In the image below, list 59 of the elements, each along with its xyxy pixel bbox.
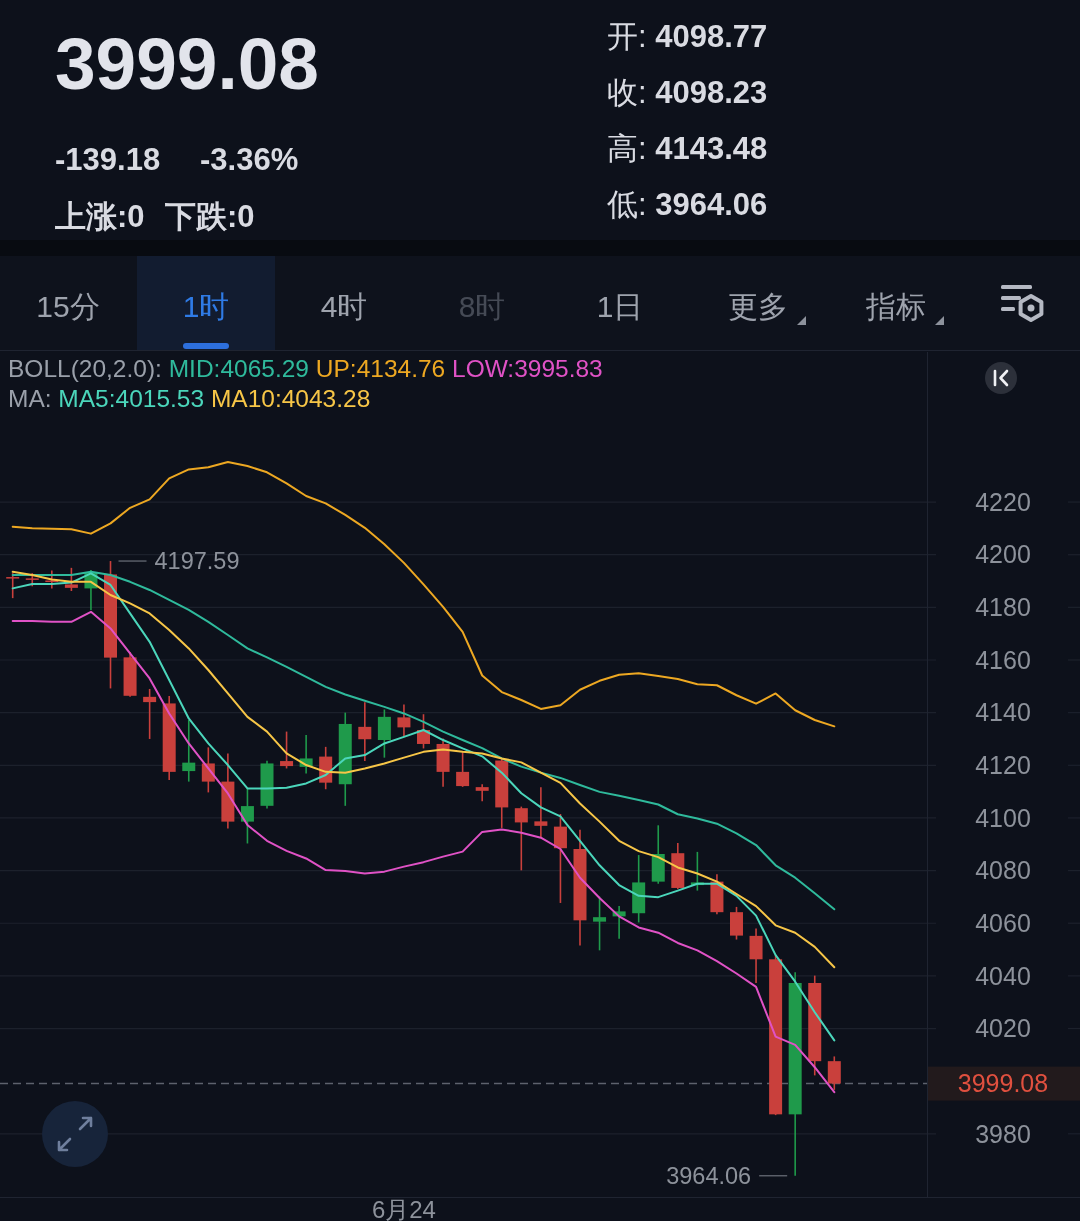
- candlestick: [475, 783, 489, 803]
- line-series: [11, 572, 836, 1042]
- text: MID:4065.29: [161, 355, 309, 382]
- candlestick: [397, 703, 411, 738]
- candlestick: [534, 786, 548, 839]
- text: 1日: [596, 290, 644, 323]
- x-tick-label: 6月24: [371, 1196, 436, 1221]
- candlestick: [358, 701, 372, 762]
- annotation: 4197.59: [154, 548, 240, 575]
- candlestick: [749, 927, 763, 984]
- y-tick-label: 4220: [975, 487, 1031, 516]
- candlestick: [143, 688, 157, 740]
- text: 上涨:0: [54, 199, 145, 234]
- y-tick-label: 4140: [975, 698, 1031, 727]
- candlestick: [729, 906, 743, 941]
- y-tick-label: 4020: [975, 1014, 1031, 1043]
- candlestick: [182, 719, 196, 783]
- candlestick: [456, 751, 470, 788]
- candlestick: [6, 572, 20, 599]
- annotation: 3964.06: [666, 1163, 752, 1190]
- text: LOW:3995.83: [445, 355, 603, 382]
- text: MA5:4015.53: [51, 385, 205, 412]
- y-tick-label: 4080: [975, 856, 1031, 885]
- text: 下跌:0: [164, 199, 255, 234]
- y-tick-label: 4200: [975, 540, 1031, 569]
- annotation: BOLL(20,2.0):: [8, 355, 162, 382]
- text: UP:4134.76: [308, 355, 446, 382]
- y-tick-label: 3980: [975, 1119, 1031, 1148]
- candlestick: [553, 813, 567, 904]
- y-tick-label: 4100: [975, 803, 1031, 832]
- candlestick: [240, 787, 254, 845]
- y-tick-label: 4040: [975, 961, 1031, 990]
- candlestick: [514, 805, 528, 872]
- candlestick: [827, 1055, 841, 1091]
- text: MA10:4043.28: [204, 385, 371, 412]
- text: 指标: [865, 290, 926, 323]
- text: -3.36%: [200, 142, 299, 177]
- annotation: MA:: [8, 385, 52, 412]
- text: -139.18: [55, 142, 161, 177]
- text: 4时: [320, 290, 368, 323]
- text: 8时: [458, 290, 506, 323]
- text: 开: 4098.77: [607, 19, 768, 54]
- candlestick: [280, 730, 294, 770]
- line-series: [11, 461, 836, 728]
- text: 低: 3964.06: [607, 187, 768, 222]
- text: 15分: [36, 290, 100, 323]
- y-tick-label: 4160: [975, 645, 1031, 674]
- y-tick-label: 4180: [975, 593, 1031, 622]
- text: 收: 4098.23: [607, 75, 768, 110]
- y-tick-label: 4060: [975, 908, 1031, 937]
- text: 高: 4143.48: [607, 131, 768, 166]
- text: 3999.08: [957, 1069, 1049, 1098]
- text: 1时: [182, 290, 230, 323]
- candlestick: [64, 567, 78, 592]
- text: 3999.08: [55, 23, 319, 104]
- y-tick-label: 4120: [975, 751, 1031, 780]
- line-series: [11, 610, 836, 1094]
- candlestick: [377, 708, 391, 759]
- text: 更多: [728, 290, 788, 323]
